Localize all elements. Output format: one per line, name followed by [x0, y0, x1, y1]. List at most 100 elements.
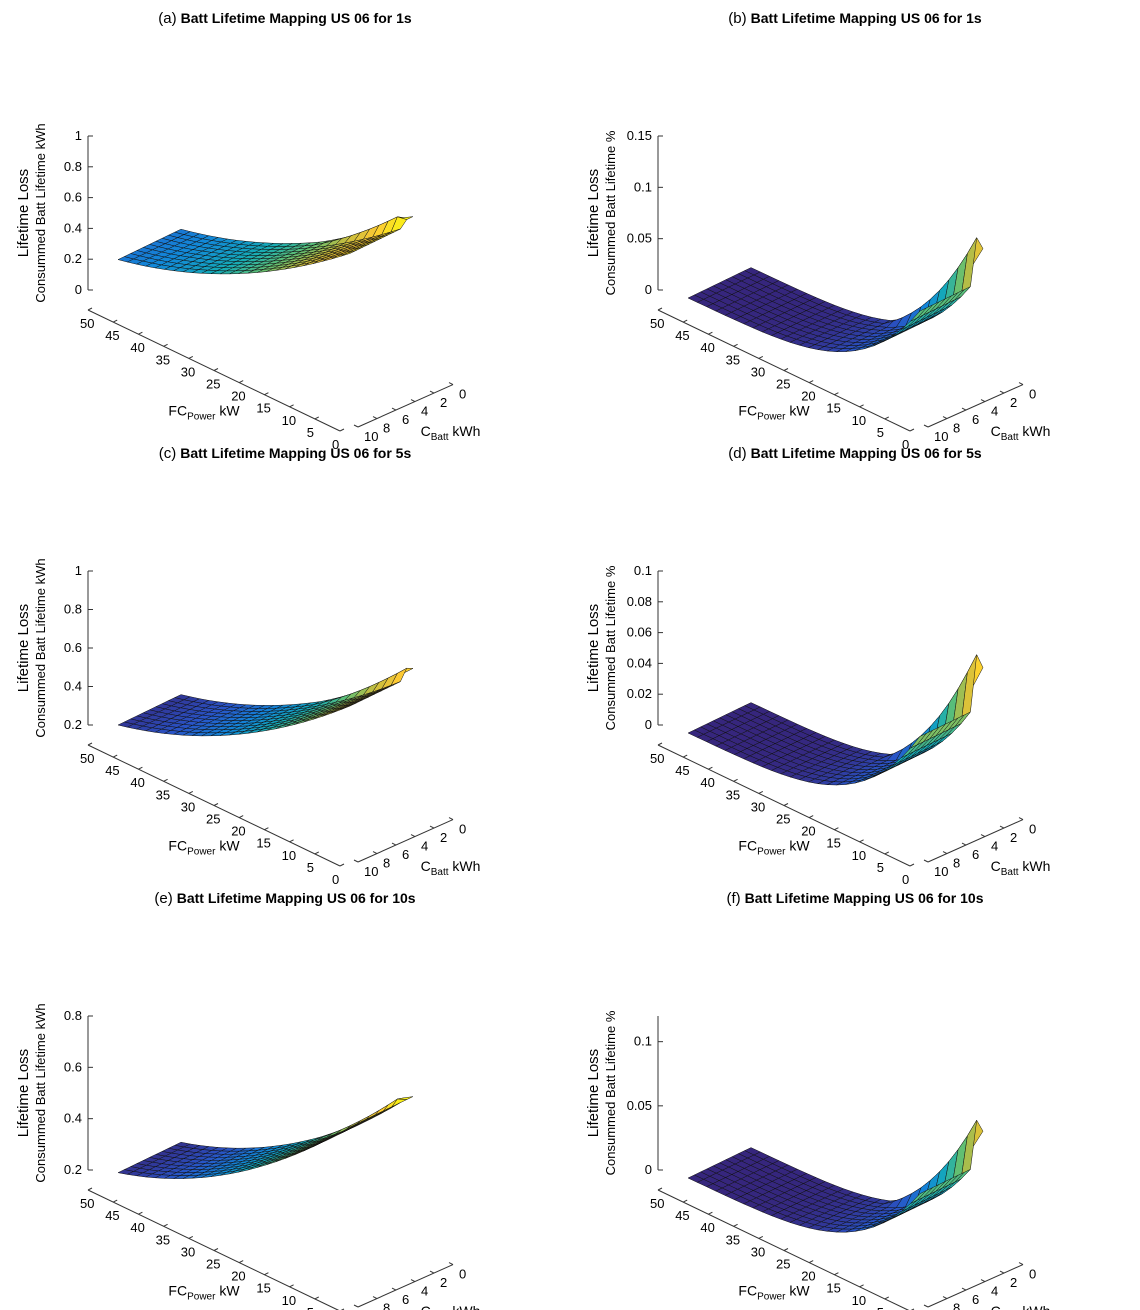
x-tick — [708, 766, 713, 770]
title-text: Batt Lifetime Mapping US 06 for 5s — [180, 445, 412, 461]
x-tick-label: 5 — [877, 1305, 884, 1310]
y-tick-label: 0 — [459, 387, 466, 402]
z-tick-label: 0 — [75, 282, 82, 297]
z-axis-sublabel: Consummed Batt Lifetime % — [603, 130, 618, 295]
y-tick-label: 8 — [383, 856, 390, 871]
y-tick-label: 6 — [402, 847, 409, 862]
y-tick-label: 0 — [1029, 1267, 1036, 1282]
x-tick-label: 15 — [826, 836, 840, 851]
surface — [687, 237, 984, 352]
axes: 50454035302520151050108642000.20.40.60.8… — [15, 123, 480, 452]
y-tick-label: 6 — [972, 412, 979, 427]
x-tick — [314, 416, 320, 420]
x-tick-label: 20 — [231, 824, 245, 839]
x-tick-label: 40 — [700, 1220, 714, 1235]
title-text: Batt Lifetime Mapping US 06 for 10s — [176, 890, 416, 906]
chart-title: (e) Batt Lifetime Mapping US 06 for 10s — [0, 890, 570, 907]
x-tick — [909, 428, 915, 432]
y-tick — [923, 1304, 929, 1308]
x-tick — [264, 827, 269, 831]
y-tick — [961, 1287, 967, 1291]
y-tick — [391, 842, 397, 846]
y-tick-label: 2 — [440, 395, 447, 410]
y-tick — [410, 1279, 416, 1282]
y-axis-line — [927, 384, 1024, 428]
x-tick — [289, 839, 294, 843]
x-tick-label: 15 — [256, 401, 270, 416]
x-tick-label: 35 — [156, 1232, 170, 1247]
x-tick-label: 30 — [181, 1244, 195, 1259]
x-tick — [264, 1272, 269, 1276]
z-axis-label: Lifetime Loss — [585, 604, 602, 692]
surface-plot: 50454035302520151050108642000.20.40.60.8… — [15, 123, 480, 452]
y-tick — [448, 1262, 454, 1265]
y-axis-label: CBatt kWh — [991, 1303, 1051, 1310]
x-tick-label: 35 — [726, 352, 740, 367]
x-tick — [112, 1199, 118, 1203]
x-tick — [733, 343, 738, 347]
axes: 50454035302520151050108642000.050.1Lifet… — [585, 1010, 1050, 1310]
y-tick-label: 8 — [383, 1301, 390, 1310]
x-tick — [859, 839, 864, 843]
surface-plot: 50454035302520151050108642000.020.040.06… — [585, 563, 1050, 887]
x-tick-label: 15 — [256, 836, 270, 851]
y-tick-label: 4 — [421, 1284, 428, 1299]
y-tick — [980, 1279, 986, 1282]
y-tick — [429, 1270, 435, 1274]
z-axis-label: Lifetime Loss — [15, 169, 32, 257]
y-axis-line — [357, 384, 454, 428]
chart-title: (a) Batt Lifetime Mapping US 06 for 1s — [0, 10, 570, 27]
panel-tag: (c) — [158, 445, 177, 462]
y-tick — [448, 817, 454, 820]
x-tick — [657, 1187, 663, 1191]
y-tick-label: 0 — [459, 822, 466, 837]
title-text: Batt Lifetime Mapping US 06 for 10s — [744, 890, 984, 906]
z-tick-label: 0.15 — [627, 128, 652, 143]
y-tick-label: 8 — [953, 421, 960, 436]
x-tick — [758, 1235, 764, 1239]
x-tick — [314, 851, 320, 855]
chart-panel-e: (e) Batt Lifetime Mapping US 06 for 10s 5… — [0, 880, 570, 1310]
y-tick — [999, 1270, 1005, 1274]
x-tick — [884, 851, 890, 855]
x-tick-label: 45 — [105, 763, 119, 778]
axes: 50454035302520151050108642000.020.040.06… — [585, 563, 1050, 887]
z-tick-label: 0 — [645, 282, 652, 297]
x-axis-label: FCPower kW — [738, 403, 810, 423]
x-tick — [238, 1260, 244, 1264]
surface-patch — [910, 733, 927, 749]
y-tick — [980, 399, 986, 402]
title-text: Batt Lifetime Mapping US 06 for 1s — [750, 10, 982, 26]
y-tick — [372, 1296, 378, 1299]
chart-panel-f: (f) Batt Lifetime Mapping US 06 for 10s 5… — [570, 880, 1140, 1310]
axes: 50454035302520151050108642000.050.10.15L… — [585, 128, 1050, 452]
z-axis-sublabel: Consummed Batt Lifetime kWh — [33, 123, 48, 302]
y-tick — [448, 382, 454, 385]
x-tick-label: 35 — [156, 352, 170, 367]
panel-tag: (d) — [728, 445, 747, 462]
y-tick-label: 2 — [1010, 395, 1017, 410]
x-tick — [708, 331, 713, 335]
x-axis-label: FCPower kW — [168, 1283, 240, 1303]
y-tick-label: 0 — [1029, 822, 1036, 837]
x-tick — [213, 368, 219, 371]
surface-plot: 50454035302520151050108642000.050.10.15L… — [585, 128, 1050, 452]
z-tick-label: 0.8 — [64, 159, 82, 174]
z-tick-label: 0.1 — [634, 179, 652, 194]
y-tick — [961, 407, 967, 411]
x-tick-label: 50 — [80, 751, 94, 766]
x-tick — [733, 1223, 738, 1227]
x-tick-label: 5 — [307, 860, 314, 875]
z-tick-label: 0.08 — [627, 594, 652, 609]
z-axis-label: Lifetime Loss — [15, 1049, 32, 1137]
x-tick-label: 45 — [105, 1208, 119, 1223]
y-tick-label: 6 — [972, 847, 979, 862]
y-tick — [429, 390, 435, 394]
x-axis-label: FCPower kW — [168, 403, 240, 423]
z-tick-label: 0.05 — [627, 231, 652, 246]
chart-title: (c) Batt Lifetime Mapping US 06 for 5s — [0, 445, 570, 462]
y-axis-label: CBatt kWh — [421, 423, 481, 443]
x-tick — [188, 790, 194, 794]
chart-title: (f) Batt Lifetime Mapping US 06 for 10s — [570, 890, 1140, 907]
x-tick — [188, 1235, 194, 1239]
